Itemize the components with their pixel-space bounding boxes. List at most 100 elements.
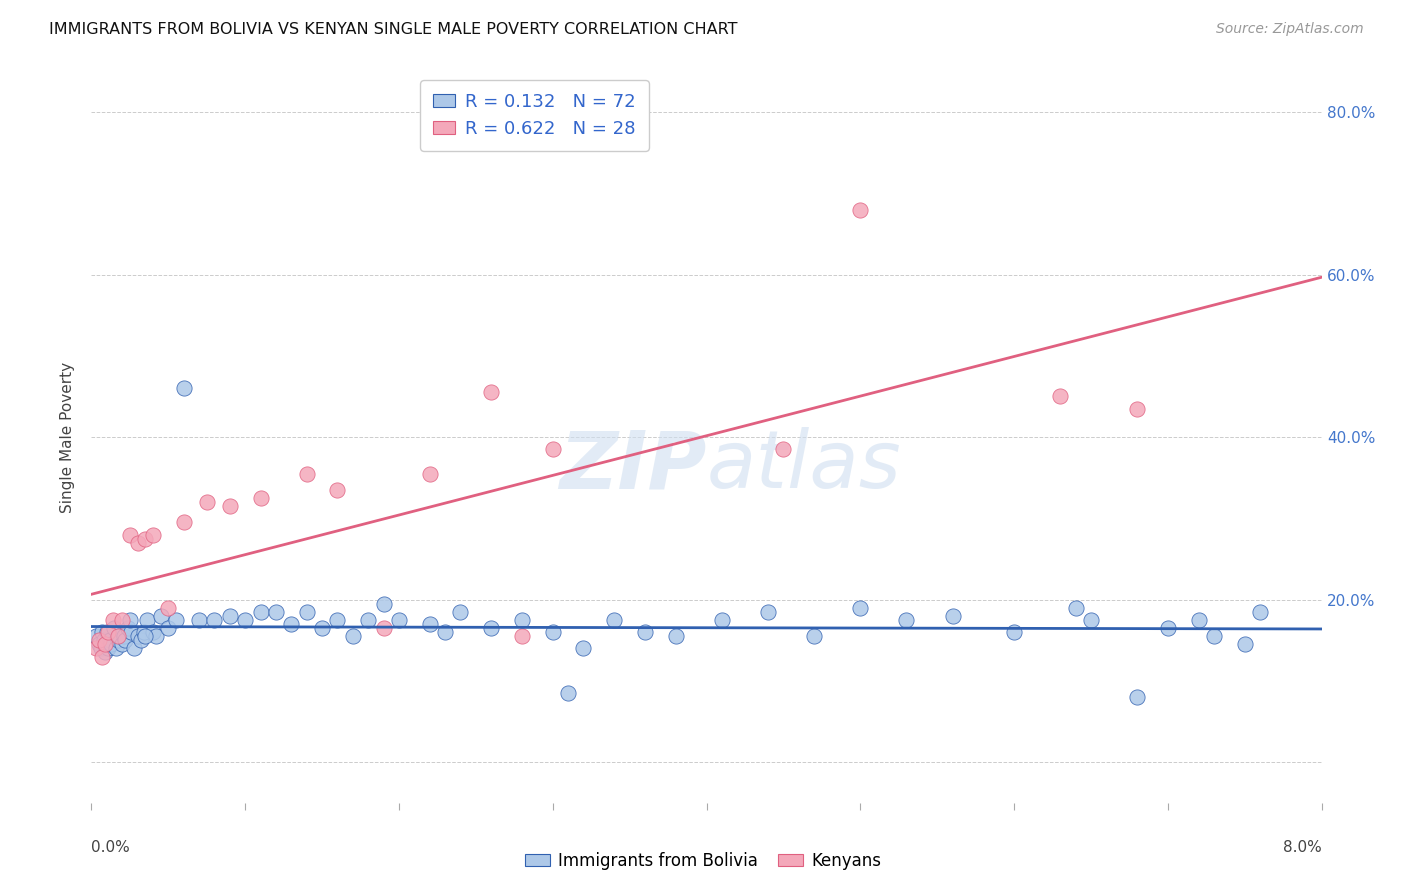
Point	[134, 532, 156, 546]
Point	[541, 625, 564, 640]
Point	[1064, 600, 1087, 615]
Point	[112, 629, 135, 643]
Point	[479, 385, 502, 400]
Point	[157, 621, 180, 635]
Point	[132, 625, 155, 640]
Point	[97, 625, 120, 640]
Point	[1126, 690, 1149, 705]
Point	[165, 613, 187, 627]
Point	[479, 621, 502, 635]
Point	[91, 649, 114, 664]
Point	[218, 608, 240, 623]
Point	[84, 641, 107, 656]
Point	[1233, 637, 1256, 651]
Point	[157, 600, 180, 615]
Point	[118, 527, 141, 541]
Point	[1157, 621, 1180, 635]
Point	[419, 617, 441, 632]
Text: IMMIGRANTS FROM BOLIVIA VS KENYAN SINGLE MALE POVERTY CORRELATION CHART: IMMIGRANTS FROM BOLIVIA VS KENYAN SINGLE…	[49, 22, 738, 37]
Point	[326, 613, 349, 627]
Point	[373, 597, 395, 611]
Point	[202, 613, 225, 627]
Point	[84, 629, 107, 643]
Point	[249, 605, 271, 619]
Point	[129, 633, 152, 648]
Point	[94, 637, 117, 651]
Point	[135, 613, 157, 627]
Point	[449, 605, 471, 619]
Point	[280, 617, 302, 632]
Text: Source: ZipAtlas.com: Source: ZipAtlas.com	[1216, 22, 1364, 37]
Point	[541, 442, 564, 457]
Point	[105, 641, 127, 656]
Point	[173, 381, 195, 395]
Y-axis label: Single Male Poverty: Single Male Poverty	[60, 361, 76, 513]
Point	[896, 613, 918, 627]
Point	[87, 633, 110, 648]
Point	[342, 629, 364, 643]
Point	[1202, 629, 1225, 643]
Point	[111, 613, 134, 627]
Point	[195, 495, 218, 509]
Point	[107, 629, 129, 643]
Point	[510, 629, 533, 643]
Point	[249, 491, 271, 505]
Point	[326, 483, 349, 497]
Point	[127, 535, 149, 549]
Point	[145, 629, 167, 643]
Point	[264, 605, 287, 619]
Point	[120, 625, 142, 640]
Point	[295, 467, 318, 481]
Point	[803, 629, 825, 643]
Point	[665, 629, 688, 643]
Point	[218, 499, 240, 513]
Point	[388, 613, 411, 627]
Text: 8.0%: 8.0%	[1282, 840, 1322, 855]
Point	[173, 516, 195, 530]
Point	[118, 613, 141, 627]
Point	[557, 686, 579, 700]
Point	[114, 633, 136, 648]
Point	[510, 613, 533, 627]
Point	[87, 637, 110, 651]
Point	[93, 633, 115, 648]
Legend: Immigrants from Bolivia, Kenyans: Immigrants from Bolivia, Kenyans	[517, 846, 889, 877]
Point	[634, 625, 657, 640]
Point	[98, 633, 121, 648]
Point	[1249, 605, 1271, 619]
Point	[419, 467, 441, 481]
Point	[111, 637, 134, 651]
Point	[90, 641, 112, 656]
Text: 0.0%: 0.0%	[91, 840, 131, 855]
Point	[96, 625, 118, 640]
Point	[603, 613, 626, 627]
Point	[108, 629, 131, 643]
Point	[188, 613, 211, 627]
Point	[941, 608, 963, 623]
Point	[1126, 401, 1149, 416]
Point	[1080, 613, 1102, 627]
Point	[142, 625, 165, 640]
Point	[97, 641, 120, 656]
Point	[124, 641, 146, 656]
Point	[100, 637, 122, 651]
Legend: R = 0.132   N = 72, R = 0.622   N = 28: R = 0.132 N = 72, R = 0.622 N = 28	[420, 80, 648, 151]
Point	[107, 633, 129, 648]
Point	[295, 605, 318, 619]
Point	[357, 613, 380, 627]
Point	[142, 527, 165, 541]
Point	[311, 621, 333, 635]
Point	[849, 600, 872, 615]
Point	[134, 629, 156, 643]
Point	[849, 202, 872, 217]
Point	[101, 613, 124, 627]
Point	[1187, 613, 1209, 627]
Point	[149, 608, 172, 623]
Point	[572, 641, 595, 656]
Point	[710, 613, 733, 627]
Text: ZIP: ZIP	[560, 427, 706, 506]
Point	[94, 645, 117, 659]
Point	[772, 442, 794, 457]
Point	[91, 625, 114, 640]
Point	[233, 613, 256, 627]
